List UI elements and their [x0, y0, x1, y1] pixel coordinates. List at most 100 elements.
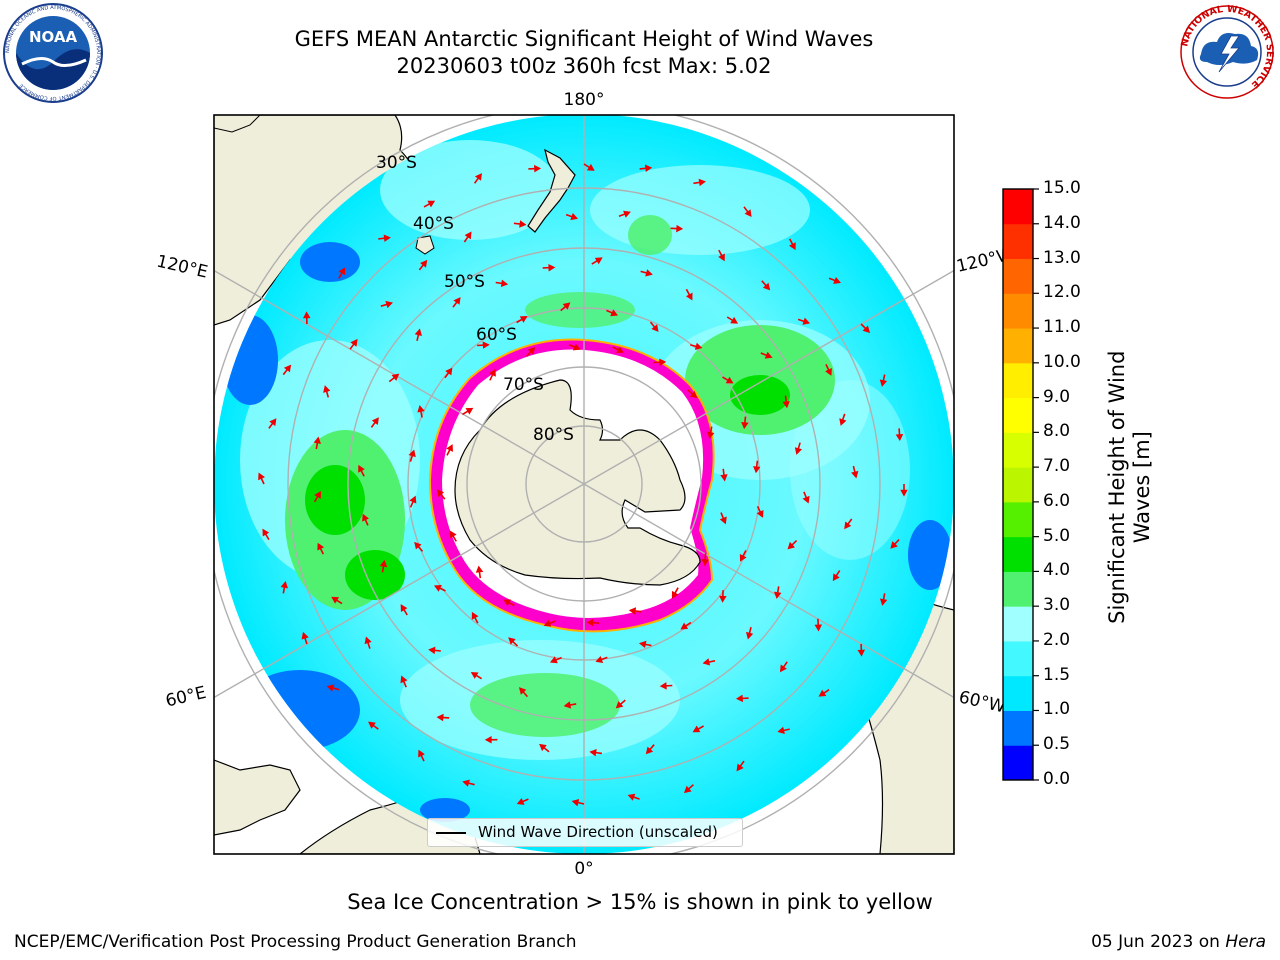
wave-arrow-head	[719, 595, 727, 603]
wave-arrow-head	[462, 779, 470, 787]
wave-arrow-head	[414, 541, 422, 550]
wave-arrow-head	[676, 224, 684, 233]
wave-arrow-head	[762, 282, 771, 291]
wave-arrow-head	[744, 209, 752, 218]
lon-label-180: 180°	[564, 90, 605, 110]
wave-arrow-head	[753, 466, 761, 474]
colorbar-tick-label: 10.0	[1043, 351, 1081, 372]
wave-arrow-head	[436, 713, 444, 722]
noaa-logo: NOAA NATIONAL OCEANIC AND ATMOSPHERIC AD…	[3, 3, 103, 103]
lat-label-50s: 50°S	[444, 272, 485, 292]
wave-arrow-head	[802, 495, 810, 504]
wave-arrow-head	[474, 173, 482, 181]
wave-arrow-head	[680, 622, 689, 630]
wave-arrow-head	[571, 798, 580, 807]
colorbar-tick-label: 3.0	[1043, 595, 1071, 616]
nws-logo: NATIONAL WEATHER SERVICE	[1179, 4, 1275, 99]
wave-arrow-head	[371, 417, 379, 425]
wave-arrow-head	[825, 367, 832, 376]
footer-credit: NCEP/EMC/Verification Post Processing Pr…	[14, 932, 577, 952]
wave-arrow-head	[730, 316, 739, 324]
colorbar-tick-label: 8.0	[1043, 421, 1071, 442]
wave-arrow-head	[764, 351, 773, 359]
wave-arrow-head	[833, 276, 841, 284]
wave-arrow-head	[519, 220, 527, 228]
wave-arrow-head	[302, 311, 311, 319]
wave-arrow-head	[725, 376, 734, 384]
wave-arrow-head	[789, 242, 796, 251]
wave-arrow-head	[857, 649, 866, 657]
wave-arrow-head	[383, 234, 391, 242]
colorbar-swatch	[1003, 536, 1033, 572]
wave-arrow-head	[417, 405, 425, 413]
wave-arrow-head	[628, 607, 637, 615]
colorbar-swatch	[1003, 328, 1033, 364]
colorbar-swatch	[1003, 362, 1033, 399]
wave-arrow-head	[782, 401, 790, 409]
wave-arrow-head	[839, 418, 847, 426]
colorbar-tick-label: 0.5	[1043, 734, 1071, 755]
wave-arrow-head	[586, 163, 595, 171]
wave-arrow-head	[589, 748, 597, 757]
wave-arrow-head	[777, 726, 785, 735]
colorbar-tick-label: 7.0	[1043, 456, 1071, 477]
colorbar-tick-label: 14.0	[1043, 212, 1081, 233]
wave-arrow-head	[314, 490, 321, 499]
wave-arrow-head	[739, 553, 747, 562]
wave-arrow-head	[368, 721, 376, 729]
colorbar-swatch	[1003, 745, 1033, 781]
sea-ice-note: Sea Ice Concentration > 15% is shown in …	[347, 890, 933, 914]
wave-arrow-head	[651, 324, 659, 332]
wave-arrow-head	[518, 687, 527, 695]
wave-arrow-head	[379, 559, 388, 568]
footer-date: 05 Jun 2023 on Hera	[1091, 932, 1266, 952]
land-antarctica	[454, 379, 701, 586]
colorbar-tick-label: 15.0	[1043, 178, 1081, 198]
wave-arrow-head	[862, 325, 871, 333]
wave-arrow-head	[802, 317, 811, 325]
wave-arrow-head	[534, 164, 542, 173]
wave-arrow-head	[549, 656, 558, 664]
wave-arrow-head	[572, 343, 581, 351]
colorbar-swatch	[1003, 397, 1033, 433]
wave-arrow-head	[280, 580, 288, 589]
wave-arrow-head	[644, 164, 653, 173]
lat-label-60s: 60°S	[476, 325, 517, 345]
wave-arrow-head	[879, 379, 888, 387]
colorbar-tick-label: 5.0	[1043, 525, 1071, 546]
wave-arrow-head	[773, 591, 782, 599]
wave-arrow-head	[562, 302, 571, 310]
wave-arrow-head	[832, 573, 840, 582]
wave-arrow-head	[408, 449, 416, 458]
wave-arrow-head	[301, 631, 309, 640]
colorbar-swatch	[1003, 293, 1033, 329]
wave-arrow-head	[736, 763, 744, 772]
wave-arrow-head	[735, 694, 743, 703]
colorbar-tick-label: 11.0	[1043, 317, 1081, 338]
wave-arrow-head	[610, 309, 619, 317]
colorbar-frame	[1002, 188, 1034, 781]
colorbar-tick-label: 12.0	[1043, 282, 1081, 303]
wave-arrow-head	[794, 447, 803, 455]
wave-arrow-head	[701, 559, 709, 567]
wave-arrow-head	[645, 746, 654, 755]
wave-arrow-head	[338, 267, 346, 276]
wave-arrow-head	[756, 509, 764, 518]
wave-height-field	[222, 140, 952, 822]
wave-arrow-head	[262, 528, 270, 537]
wave-arrow-head	[465, 407, 474, 415]
map-frame	[213, 114, 955, 855]
wave-arrow-head	[638, 640, 647, 649]
legend-label: Wind Wave Direction (unscaled)	[478, 823, 718, 841]
wave-arrow-head	[659, 358, 667, 366]
wave-arrow-head	[615, 701, 624, 709]
wave-arrow-head	[331, 596, 340, 604]
wave-arrow-head	[746, 631, 754, 640]
wave-arrow-head	[475, 565, 484, 573]
wave-arrow-head	[616, 346, 624, 353]
wave-arrow-head	[586, 618, 594, 627]
wave-arrow-head	[428, 646, 436, 655]
wave-arrow-head	[692, 725, 701, 733]
colorbar-tick-label: 6.0	[1043, 490, 1071, 511]
